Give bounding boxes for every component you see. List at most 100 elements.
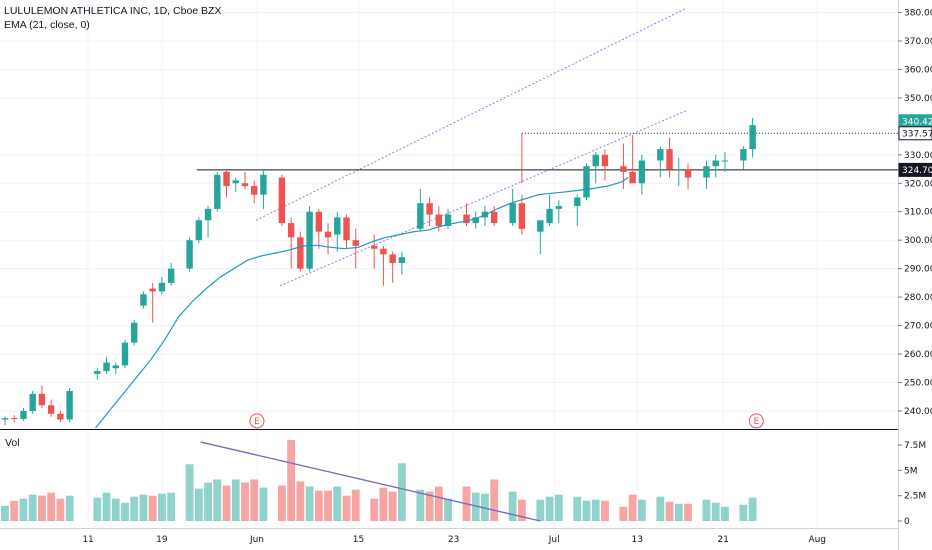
price-tag-label: 340.42 (902, 117, 932, 127)
volume-bar (194, 488, 203, 521)
time-tick-label: 19 (156, 535, 168, 545)
candle-body (398, 257, 406, 263)
earnings-marker[interactable]: E (249, 413, 265, 429)
channel-lines[interactable] (255, 7, 687, 287)
candle-body (343, 217, 350, 241)
symbol-title[interactable]: LULULEMON ATHLETICA INC, 1D, Cboe BZX (4, 5, 222, 17)
price-tick-label: 360.00 (904, 65, 932, 75)
volume-bars (1, 440, 757, 521)
volume-bar (93, 497, 102, 521)
candle-body (592, 154, 599, 167)
price-tag-label: 324.70 (902, 166, 932, 176)
volume-bar (434, 486, 443, 521)
volume-bar (416, 489, 425, 521)
price-tick-label: 260.00 (904, 350, 932, 360)
candle-body (417, 203, 424, 229)
candle-body (20, 410, 27, 419)
volume-bar (204, 482, 212, 521)
candle-body (657, 149, 664, 161)
candle-body (352, 240, 359, 246)
volume-axis[interactable]: 7.5M 5M 2.5M 0 (898, 441, 926, 527)
time-axis[interactable]: 1119Jun1523Jul1321Aug17Sep14 (82, 535, 932, 545)
volume-bar (628, 494, 637, 521)
candle-body (57, 413, 64, 420)
volume-trendline[interactable] (200, 441, 541, 522)
volume-bar (397, 463, 406, 521)
time-tick-label: 13 (632, 535, 643, 545)
time-tick-label: Aug (808, 535, 826, 545)
volume-bar (259, 487, 268, 521)
volume-bar (370, 498, 379, 521)
candle-body (204, 208, 212, 221)
volume-bar (471, 492, 480, 521)
candle-body (131, 322, 138, 343)
volume-bar (19, 498, 28, 521)
volume-bar (351, 489, 360, 521)
volume-label[interactable]: Vol (5, 437, 20, 449)
volume-bar (739, 504, 748, 521)
volume-bar (305, 486, 314, 521)
candles (1, 117, 756, 426)
price-tick-label: 280.00 (904, 293, 932, 303)
candle-body (232, 180, 239, 184)
volume-bar (536, 499, 545, 521)
volume-bar (379, 487, 388, 521)
volume-bar (333, 486, 342, 521)
volume-trendline[interactable] (200, 441, 541, 522)
candle-body (140, 294, 147, 306)
price-tick-label: 240.00 (904, 407, 932, 417)
price-axis[interactable]: 380.00 370.00 360.00 350.00 330.00 320.00 310.… (898, 9, 932, 417)
volume-bar (102, 492, 111, 521)
price-tag-bg (898, 162, 932, 177)
earnings-marker[interactable]: E (748, 413, 764, 429)
price-tick-label: 350.00 (904, 94, 932, 104)
candle-body (260, 174, 267, 195)
candle-body (186, 240, 193, 269)
volume-bar (241, 482, 249, 521)
candle-body (509, 203, 516, 224)
volume-bar (47, 492, 56, 521)
channel-line[interactable] (279, 110, 687, 287)
candle-body (444, 214, 452, 226)
channel-line[interactable] (255, 7, 687, 221)
volume-bar (702, 499, 711, 521)
horizontal-lines[interactable] (196, 132, 898, 184)
volume-bar (711, 502, 720, 521)
candle-body (29, 393, 36, 411)
volume-bar (121, 502, 129, 521)
volume-bar (637, 499, 646, 521)
earnings-label: E (254, 417, 260, 427)
candle-body (463, 214, 470, 224)
volume-bar (231, 479, 240, 521)
indicator-legend[interactable]: EMA (21, close, 0) (4, 19, 90, 31)
time-tick-label: Jun (249, 535, 264, 545)
price-tick-label: 370.00 (904, 37, 932, 47)
volume-tick-label: 7.5M (904, 441, 926, 451)
volume-bar (167, 492, 176, 521)
volume-bar (481, 493, 489, 521)
volume-bar (65, 495, 74, 521)
volume-bar (490, 479, 499, 521)
candle-body (703, 166, 710, 178)
candle-body (38, 393, 46, 406)
candle-body (121, 342, 129, 366)
candle-body (1, 418, 9, 420)
time-tick-label: 21 (717, 535, 728, 545)
price-tags: 340.42 337.57 324.70 (898, 114, 932, 177)
volume-bar (342, 495, 351, 521)
volume-bar (674, 503, 683, 521)
volume-bar (250, 479, 259, 521)
candle-body (112, 365, 119, 369)
candle-body (315, 211, 323, 232)
candle-body (66, 391, 73, 420)
volume-bar (139, 494, 148, 521)
candle-body (426, 203, 433, 215)
volume-bar (444, 498, 452, 521)
earnings-circle (249, 413, 265, 429)
candle-body (103, 362, 110, 372)
ema-line (95, 177, 629, 429)
earnings-label: E (753, 417, 759, 427)
volume-bar (38, 495, 46, 521)
